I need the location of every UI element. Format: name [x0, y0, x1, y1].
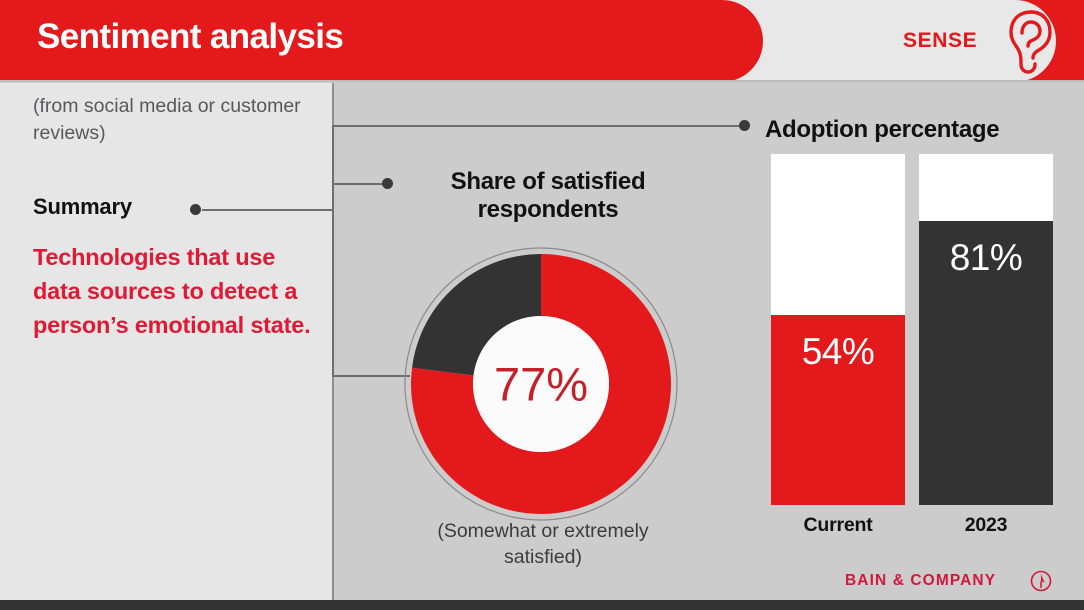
donut-chart: 77%: [402, 245, 680, 523]
donut-chart-caption: (Somewhat or extremely satisfied): [437, 520, 649, 568]
bar-track-current: 54%: [771, 154, 905, 505]
footer-strip: [0, 600, 1084, 610]
donut-segment-satisfied: [411, 254, 671, 514]
bain-circle-mark-icon: [1030, 570, 1052, 592]
summary-description: Technologies that use data sources to de…: [33, 244, 311, 338]
connector-trunk-vertical: [332, 125, 334, 376]
donut-outer-ring: [404, 247, 678, 521]
donut-center-value: 77%: [494, 358, 588, 411]
connector-share-horizontal: [332, 183, 387, 185]
header: Sentiment analysis SENSE: [0, 0, 1084, 82]
sidebar-panel: [0, 83, 332, 600]
connector-dot-share: [382, 178, 393, 189]
sidebar-subtitle: (from social media or customer reviews): [33, 95, 301, 144]
connector-summary-horizontal: [202, 209, 333, 211]
donut-segments: [411, 254, 671, 514]
bar-track-2023: 81%: [919, 154, 1053, 505]
bar-fill-current: 54%: [771, 315, 905, 505]
bar-value-2023: 81%: [949, 237, 1023, 278]
donut-hole: [473, 316, 609, 452]
summary-heading: Summary: [33, 194, 132, 219]
donut-segment-not-satisfied: [412, 254, 541, 376]
bar-fill-2023: 81%: [919, 221, 1053, 505]
connector-dot-adoption: [739, 120, 750, 131]
connector-donut-horizontal: [332, 375, 410, 377]
donut-chart-title: Share of satisfied respondents: [450, 168, 646, 223]
brand-label: SENSE: [903, 29, 978, 52]
header-title-bar: [0, 0, 763, 82]
bar-category-label-2023: 2023: [964, 514, 1008, 536]
ear-icon: [1000, 6, 1062, 76]
connector-dot-summary: [190, 204, 201, 215]
header-underline: [0, 80, 1084, 82]
bar-value-current: 54%: [801, 331, 875, 372]
bain-company-logo-text: BAIN & COMPANY: [845, 572, 997, 589]
bar-category-label-current: Current: [803, 514, 873, 536]
bar-chart-title: Adoption percentage: [765, 116, 1000, 143]
page-title: Sentiment analysis: [37, 17, 344, 56]
connector-adoption-horizontal: [332, 125, 744, 127]
